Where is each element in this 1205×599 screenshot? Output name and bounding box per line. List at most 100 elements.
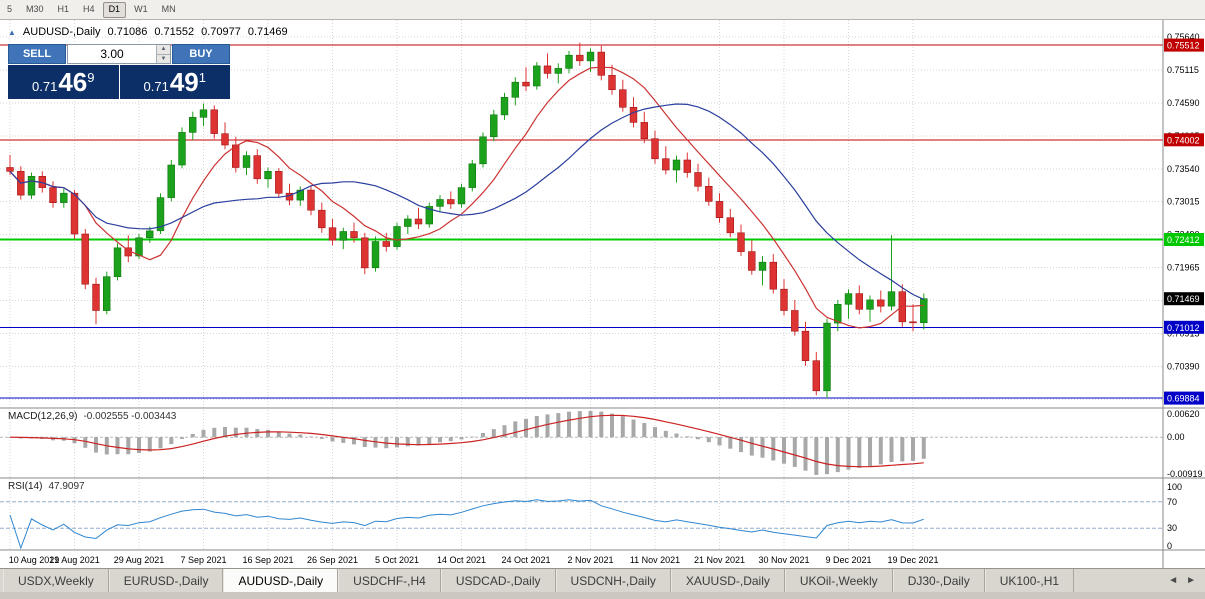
- volume-control: 3.00 ▲ ▼: [67, 44, 171, 64]
- chart-area: 0.756400.751150.745900.740650.735400.730…: [0, 20, 1205, 568]
- sell-price-display[interactable]: 0.71 46 9: [8, 65, 119, 99]
- volume-spinner: ▲ ▼: [156, 45, 170, 63]
- rsi-line: [9, 499, 924, 550]
- volume-input[interactable]: 3.00: [100, 47, 124, 61]
- price-chart-canvas[interactable]: 0.756400.751150.745900.740650.735400.730…: [0, 20, 1205, 568]
- buy-button[interactable]: BUY: [172, 44, 230, 64]
- ohlc-low-value: 0.70977: [201, 26, 241, 38]
- tab-scroll-arrows: ◄ ►: [1159, 569, 1205, 592]
- svg-text:19 Dec 2021: 19 Dec 2021: [887, 555, 938, 565]
- one-click-trading-panel: SELL 3.00 ▲ ▼ BUY 0.71 46 9 0.71: [8, 44, 230, 99]
- price-axis[interactable]: 0.756400.751150.745900.740650.735400.730…: [0, 20, 1205, 568]
- svg-text:0.72412: 0.72412: [1167, 235, 1200, 245]
- macd-values: -0.002555 -0.003443: [83, 411, 177, 422]
- svg-text:0.73015: 0.73015: [1167, 197, 1200, 207]
- macd-panel: [0, 411, 1163, 475]
- tab-dj30-daily[interactable]: DJ30-,Daily: [892, 569, 985, 592]
- svg-text:5 Oct 2021: 5 Oct 2021: [375, 555, 419, 565]
- tab-uk100-h1[interactable]: UK100-,H1: [984, 569, 1075, 592]
- tab-scroll-right-icon[interactable]: ►: [1186, 575, 1196, 586]
- tab-xauusd-daily[interactable]: XAUUSD-,Daily: [670, 569, 785, 592]
- tab-scroll-left-icon[interactable]: ◄: [1168, 575, 1179, 586]
- rsi-value: 47.9097: [48, 481, 85, 492]
- timeframe-h4-button[interactable]: H4: [77, 2, 101, 18]
- svg-text:0.74002: 0.74002: [1167, 135, 1200, 145]
- svg-text:7 Sep 2021: 7 Sep 2021: [180, 555, 226, 565]
- rsi-panel: [0, 499, 1163, 550]
- tab-usdcnh-daily[interactable]: USDCNH-,Daily: [555, 569, 671, 592]
- timeframe-w1-button[interactable]: W1: [128, 2, 154, 18]
- svg-text:30: 30: [1167, 523, 1177, 533]
- macd-indicator-label: MACD(12,26,9) -0.002555 -0.003443: [8, 411, 176, 422]
- chart-grid: [0, 20, 1163, 550]
- svg-text:26 Sep 2021: 26 Sep 2021: [307, 555, 358, 565]
- timeframe-5-button[interactable]: 5: [1, 2, 18, 18]
- svg-text:0.74590: 0.74590: [1167, 98, 1200, 108]
- svg-text:24 Oct 2021: 24 Oct 2021: [501, 555, 550, 565]
- svg-text:14 Oct 2021: 14 Oct 2021: [437, 555, 486, 565]
- timeframe-m30-button[interactable]: M30: [20, 2, 50, 18]
- svg-text:16 Sep 2021: 16 Sep 2021: [242, 555, 293, 565]
- rsi-name: RSI(14): [8, 481, 43, 492]
- svg-text:11 Nov 2021: 11 Nov 2021: [630, 555, 680, 565]
- macd-name: MACD(12,26,9): [8, 411, 78, 422]
- buy-price-display[interactable]: 0.71 49 1: [119, 65, 230, 99]
- svg-text:9 Dec 2021: 9 Dec 2021: [825, 555, 871, 565]
- sell-price-pipette: 9: [87, 70, 95, 85]
- horizontal-level-lines[interactable]: [0, 44, 1163, 399]
- buy-price-prefix: 0.71: [143, 79, 169, 94]
- ohlc-open-value: 0.71086: [107, 26, 148, 38]
- svg-text:0.00620: 0.00620: [1167, 409, 1200, 419]
- svg-text:0: 0: [1167, 541, 1172, 551]
- one-click-panel-toggle-icon[interactable]: ▲: [8, 27, 16, 37]
- svg-text:0.69884: 0.69884: [1167, 394, 1200, 404]
- ohlc-close-value: 0.71469: [247, 26, 288, 38]
- macd-signal-line: [9, 414, 924, 468]
- tab-usdcad-daily[interactable]: USDCAD-,Daily: [440, 569, 556, 592]
- svg-text:19 Aug 2021: 19 Aug 2021: [49, 555, 100, 565]
- rsi-indicator-label: RSI(14) 47.9097: [8, 481, 85, 492]
- svg-text:0.00: 0.00: [1167, 432, 1185, 442]
- buy-price-big: 49: [169, 67, 199, 97]
- svg-text:30 Nov 2021: 30 Nov 2021: [758, 555, 809, 565]
- tab-eurusd-daily[interactable]: EURUSD-,Daily: [108, 569, 224, 592]
- svg-text:0.71965: 0.71965: [1167, 263, 1200, 273]
- sell-button[interactable]: SELL: [8, 44, 66, 64]
- ma-fast-red: [9, 66, 924, 329]
- timeframe-mn-button[interactable]: MN: [156, 2, 182, 18]
- volume-down-icon[interactable]: ▼: [157, 54, 170, 63]
- volume-up-icon[interactable]: ▲: [157, 45, 170, 55]
- svg-text:100: 100: [1167, 482, 1182, 492]
- tab-ukoil-weekly[interactable]: UKOil-,Weekly: [784, 569, 893, 592]
- tab-usdchf-h4[interactable]: USDCHF-,H4: [338, 569, 441, 592]
- buy-price-pipette: 1: [198, 70, 206, 85]
- svg-text:10 Aug 2021: 10 Aug 2021: [9, 555, 60, 565]
- svg-text:21 Nov 2021: 21 Nov 2021: [694, 555, 745, 565]
- timeframe-h1-button[interactable]: H1: [52, 2, 76, 18]
- timeframe-toolbar: 5 M30 H1 H4 D1 W1 MN: [0, 0, 1205, 20]
- timeframe-d1-button[interactable]: D1: [102, 1, 127, 18]
- svg-text:-0.00919: -0.00919: [1167, 469, 1203, 479]
- svg-text:0.75640: 0.75640: [1167, 32, 1200, 42]
- svg-text:2 Nov 2021: 2 Nov 2021: [567, 555, 613, 565]
- ma-slow-blue: [9, 103, 925, 300]
- svg-text:0.75512: 0.75512: [1167, 41, 1200, 51]
- svg-text:0.71012: 0.71012: [1167, 323, 1200, 333]
- svg-text:0.73540: 0.73540: [1167, 164, 1200, 174]
- tab-usdx-weekly[interactable]: USDX,Weekly: [3, 569, 109, 592]
- chart-symbol-label: AUDUSD-,Daily: [22, 26, 101, 38]
- tab-audusd-daily[interactable]: AUDUSD-,Daily: [223, 569, 339, 592]
- chart-tab-bar: USDX,Weekly EURUSD-,Daily AUDUSD-,Daily …: [0, 568, 1205, 592]
- svg-text:0.71469: 0.71469: [1167, 294, 1200, 304]
- sell-price-big: 46: [58, 67, 88, 97]
- svg-text:0.70390: 0.70390: [1167, 361, 1200, 371]
- chart-ohlc-header: ▲ AUDUSD-,Daily 0.71086 0.71552 0.70977 …: [8, 26, 288, 38]
- ohlc-high-value: 0.71552: [154, 26, 195, 38]
- sell-price-prefix: 0.71: [32, 79, 58, 94]
- svg-text:70: 70: [1167, 497, 1177, 507]
- svg-text:29 Aug 2021: 29 Aug 2021: [114, 555, 165, 565]
- svg-text:0.75115: 0.75115: [1167, 65, 1199, 75]
- bottom-strip: [0, 592, 1205, 599]
